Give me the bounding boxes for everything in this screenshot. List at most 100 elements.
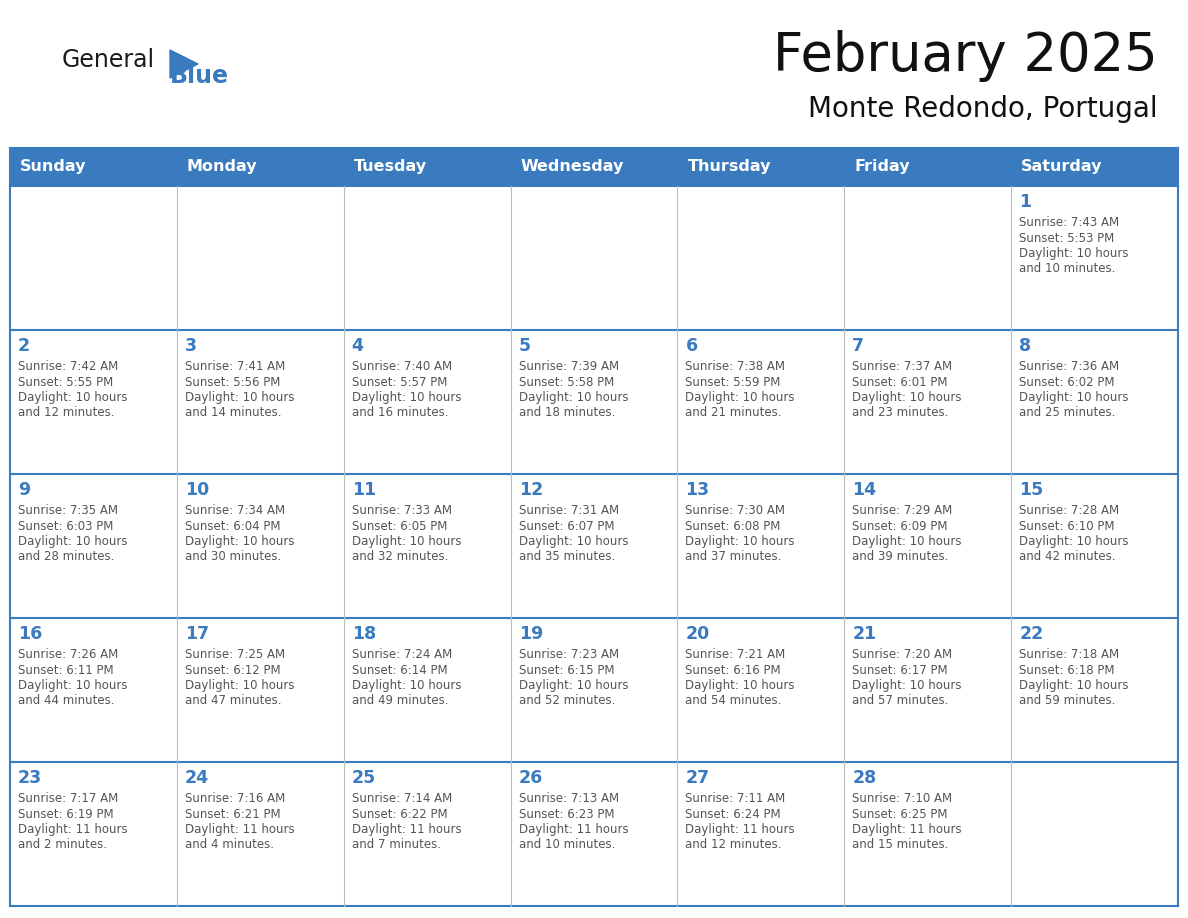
Text: Sunset: 6:05 PM: Sunset: 6:05 PM bbox=[352, 520, 447, 532]
Text: 16: 16 bbox=[18, 625, 43, 643]
Text: and 18 minutes.: and 18 minutes. bbox=[519, 407, 615, 420]
Text: Sunrise: 7:35 AM: Sunrise: 7:35 AM bbox=[18, 504, 118, 517]
Text: Daylight: 10 hours: Daylight: 10 hours bbox=[852, 391, 962, 404]
Text: Sunrise: 7:18 AM: Sunrise: 7:18 AM bbox=[1019, 648, 1119, 661]
Text: and 25 minutes.: and 25 minutes. bbox=[1019, 407, 1116, 420]
Bar bbox=[511, 148, 677, 186]
Text: Daylight: 10 hours: Daylight: 10 hours bbox=[18, 679, 127, 692]
Bar bbox=[343, 762, 511, 906]
Text: Daylight: 10 hours: Daylight: 10 hours bbox=[519, 535, 628, 548]
Bar bbox=[845, 474, 1011, 618]
Text: Friday: Friday bbox=[854, 160, 910, 174]
Bar bbox=[1011, 330, 1178, 474]
Text: Sunrise: 7:37 AM: Sunrise: 7:37 AM bbox=[852, 360, 953, 373]
Text: and 10 minutes.: and 10 minutes. bbox=[1019, 263, 1116, 275]
Text: Sunset: 6:24 PM: Sunset: 6:24 PM bbox=[685, 808, 781, 821]
Text: 10: 10 bbox=[185, 481, 209, 499]
Bar bbox=[511, 618, 677, 762]
Text: and 49 minutes.: and 49 minutes. bbox=[352, 695, 448, 708]
Text: Daylight: 10 hours: Daylight: 10 hours bbox=[685, 535, 795, 548]
Text: Sunrise: 7:40 AM: Sunrise: 7:40 AM bbox=[352, 360, 451, 373]
Bar bbox=[343, 148, 511, 186]
Text: Sunset: 5:59 PM: Sunset: 5:59 PM bbox=[685, 375, 781, 388]
Text: Sunrise: 7:10 AM: Sunrise: 7:10 AM bbox=[852, 792, 953, 805]
Text: and 52 minutes.: and 52 minutes. bbox=[519, 695, 615, 708]
Bar bbox=[845, 330, 1011, 474]
Text: Sunset: 6:02 PM: Sunset: 6:02 PM bbox=[1019, 375, 1114, 388]
Text: Sunrise: 7:30 AM: Sunrise: 7:30 AM bbox=[685, 504, 785, 517]
Text: Daylight: 10 hours: Daylight: 10 hours bbox=[1019, 535, 1129, 548]
Text: Sunrise: 7:29 AM: Sunrise: 7:29 AM bbox=[852, 504, 953, 517]
Bar bbox=[677, 148, 845, 186]
Text: 6: 6 bbox=[685, 337, 697, 355]
Text: and 2 minutes.: and 2 minutes. bbox=[18, 838, 107, 852]
Text: Saturday: Saturday bbox=[1022, 160, 1102, 174]
Bar bbox=[1011, 474, 1178, 618]
Text: Sunrise: 7:34 AM: Sunrise: 7:34 AM bbox=[185, 504, 285, 517]
Text: 25: 25 bbox=[352, 769, 375, 787]
Text: and 30 minutes.: and 30 minutes. bbox=[185, 551, 282, 564]
Text: 26: 26 bbox=[519, 769, 543, 787]
Text: and 14 minutes.: and 14 minutes. bbox=[185, 407, 282, 420]
Bar bbox=[511, 474, 677, 618]
Polygon shape bbox=[170, 50, 198, 78]
Text: Sunset: 6:01 PM: Sunset: 6:01 PM bbox=[852, 375, 948, 388]
Text: Daylight: 10 hours: Daylight: 10 hours bbox=[685, 391, 795, 404]
Text: Sunset: 5:56 PM: Sunset: 5:56 PM bbox=[185, 375, 280, 388]
Bar bbox=[1011, 618, 1178, 762]
Text: Sunset: 6:03 PM: Sunset: 6:03 PM bbox=[18, 520, 113, 532]
Text: and 57 minutes.: and 57 minutes. bbox=[852, 695, 949, 708]
Text: and 12 minutes.: and 12 minutes. bbox=[18, 407, 114, 420]
Text: Sunrise: 7:28 AM: Sunrise: 7:28 AM bbox=[1019, 504, 1119, 517]
Text: Daylight: 11 hours: Daylight: 11 hours bbox=[185, 823, 295, 836]
Bar bbox=[343, 618, 511, 762]
Text: Sunset: 6:25 PM: Sunset: 6:25 PM bbox=[852, 808, 948, 821]
Text: Sunrise: 7:33 AM: Sunrise: 7:33 AM bbox=[352, 504, 451, 517]
Text: 20: 20 bbox=[685, 625, 709, 643]
Text: Sunset: 6:15 PM: Sunset: 6:15 PM bbox=[519, 664, 614, 677]
Text: 1: 1 bbox=[1019, 193, 1031, 211]
Text: Sunrise: 7:25 AM: Sunrise: 7:25 AM bbox=[185, 648, 285, 661]
Text: Daylight: 10 hours: Daylight: 10 hours bbox=[18, 535, 127, 548]
Text: Daylight: 10 hours: Daylight: 10 hours bbox=[352, 535, 461, 548]
Text: and 21 minutes.: and 21 minutes. bbox=[685, 407, 782, 420]
Text: Daylight: 10 hours: Daylight: 10 hours bbox=[352, 391, 461, 404]
Bar bbox=[177, 474, 343, 618]
Text: Daylight: 10 hours: Daylight: 10 hours bbox=[18, 391, 127, 404]
Text: and 59 minutes.: and 59 minutes. bbox=[1019, 695, 1116, 708]
Bar bbox=[677, 474, 845, 618]
Text: Daylight: 10 hours: Daylight: 10 hours bbox=[1019, 391, 1129, 404]
Text: and 42 minutes.: and 42 minutes. bbox=[1019, 551, 1116, 564]
Text: and 16 minutes.: and 16 minutes. bbox=[352, 407, 448, 420]
Text: Sunrise: 7:20 AM: Sunrise: 7:20 AM bbox=[852, 648, 953, 661]
Text: and 35 minutes.: and 35 minutes. bbox=[519, 551, 615, 564]
Text: Sunset: 5:57 PM: Sunset: 5:57 PM bbox=[352, 375, 447, 388]
Text: Sunrise: 7:39 AM: Sunrise: 7:39 AM bbox=[519, 360, 619, 373]
Text: Sunrise: 7:26 AM: Sunrise: 7:26 AM bbox=[18, 648, 119, 661]
Text: Daylight: 10 hours: Daylight: 10 hours bbox=[185, 535, 295, 548]
Text: 24: 24 bbox=[185, 769, 209, 787]
Bar bbox=[177, 330, 343, 474]
Text: and 47 minutes.: and 47 minutes. bbox=[185, 695, 282, 708]
Bar bbox=[1011, 148, 1178, 186]
Text: and 12 minutes.: and 12 minutes. bbox=[685, 838, 782, 852]
Text: General: General bbox=[62, 48, 156, 72]
Text: February 2025: February 2025 bbox=[773, 30, 1158, 82]
Bar bbox=[845, 618, 1011, 762]
Text: 15: 15 bbox=[1019, 481, 1043, 499]
Text: Sunset: 6:04 PM: Sunset: 6:04 PM bbox=[185, 520, 280, 532]
Text: Sunset: 6:21 PM: Sunset: 6:21 PM bbox=[185, 808, 280, 821]
Text: and 15 minutes.: and 15 minutes. bbox=[852, 838, 949, 852]
Text: 18: 18 bbox=[352, 625, 375, 643]
Text: 8: 8 bbox=[1019, 337, 1031, 355]
Text: and 44 minutes.: and 44 minutes. bbox=[18, 695, 114, 708]
Text: 22: 22 bbox=[1019, 625, 1043, 643]
Text: Sunset: 5:55 PM: Sunset: 5:55 PM bbox=[18, 375, 113, 388]
Bar bbox=[845, 762, 1011, 906]
Text: Sunset: 6:22 PM: Sunset: 6:22 PM bbox=[352, 808, 448, 821]
Bar bbox=[845, 148, 1011, 186]
Bar bbox=[677, 618, 845, 762]
Text: and 7 minutes.: and 7 minutes. bbox=[352, 838, 441, 852]
Text: Sunrise: 7:23 AM: Sunrise: 7:23 AM bbox=[519, 648, 619, 661]
Text: Sunrise: 7:42 AM: Sunrise: 7:42 AM bbox=[18, 360, 119, 373]
